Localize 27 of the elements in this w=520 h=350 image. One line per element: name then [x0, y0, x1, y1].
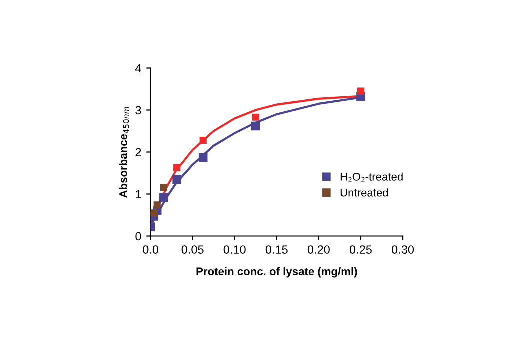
x-tick-label: 0.0 — [143, 246, 159, 254]
point — [154, 202, 161, 209]
point — [172, 175, 182, 184]
point — [150, 210, 158, 217]
point — [357, 88, 365, 95]
x-tick-label: 0.30 — [392, 246, 414, 254]
point — [160, 184, 168, 192]
point — [251, 122, 260, 131]
point — [174, 164, 181, 172]
x-tick-label: 0.25 — [350, 246, 372, 254]
y-axis-title: Absorbance$_{450nm}$ — [119, 107, 130, 198]
point — [200, 136, 207, 144]
y-tick-label: 3 — [136, 106, 142, 115]
x-tick-label: 0.05 — [182, 246, 204, 254]
point — [252, 114, 260, 121]
x-tick-label: 0.10 — [224, 246, 246, 254]
y-tick-label: 4 — [135, 64, 142, 73]
x-axis-title: Protein conc. of lysate (mg/ml) — [196, 267, 358, 278]
legend-label: H₂O₂-treated — [340, 172, 403, 182]
x-tick-label: 0.15 — [266, 246, 288, 254]
x-tick-label: 0.20 — [308, 246, 330, 254]
y-tick-label: 1 — [136, 190, 142, 199]
legend-label: Untreated — [340, 188, 388, 197]
y-tick-label: 0 — [136, 232, 142, 241]
point — [198, 153, 208, 162]
y-tick-label: 2 — [136, 148, 142, 157]
point — [160, 193, 168, 202]
